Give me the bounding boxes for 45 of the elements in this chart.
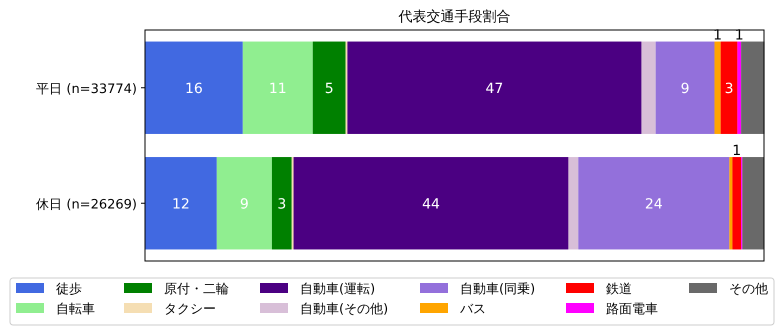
data-label: 11 — [268, 80, 287, 97]
legend-label: 自転車 — [56, 302, 95, 317]
data-label: 24 — [644, 196, 663, 212]
bar — [742, 157, 764, 250]
bar — [732, 157, 742, 250]
data-label: 44 — [422, 196, 440, 212]
bar — [347, 42, 642, 134]
legend-label: 徒歩 — [56, 282, 82, 297]
legend-label: その他 — [729, 282, 768, 297]
legend-label: 原付・二輪 — [164, 282, 229, 297]
bar — [272, 157, 292, 250]
bar — [741, 42, 765, 134]
legend-label: 自動車(その他) — [300, 302, 388, 317]
bar — [242, 42, 313, 134]
data-label: 9 — [680, 80, 690, 97]
bar — [737, 42, 742, 134]
data-label: 5 — [324, 80, 334, 97]
y-tick-label: 平日 (n=33774) — [36, 82, 137, 97]
bar — [312, 42, 346, 134]
bar — [294, 157, 568, 250]
bar — [656, 42, 714, 134]
legend-label: 路面電車 — [606, 302, 658, 317]
bar — [145, 157, 217, 250]
bar — [641, 42, 656, 134]
legend-label: タクシー — [164, 302, 216, 317]
bar — [578, 157, 730, 250]
bar — [720, 42, 738, 134]
legend-label: 自動車(運転) — [300, 282, 376, 297]
bar — [216, 157, 272, 250]
data-label: 47 — [486, 80, 504, 97]
data-label: 16 — [184, 80, 203, 97]
legend-label: 自動車(同乗) — [460, 282, 536, 297]
data-label: 3 — [724, 80, 734, 97]
data-label: 9 — [240, 196, 249, 212]
chart-title: 代表交通手段割合 — [398, 9, 510, 25]
data-label: 12 — [172, 196, 190, 212]
data-label: 3 — [277, 196, 286, 212]
data-label: 1 — [732, 143, 742, 160]
legend-label: バス — [459, 302, 486, 317]
bar — [729, 157, 732, 250]
bar — [714, 42, 721, 134]
bar — [568, 157, 578, 250]
bar — [145, 42, 243, 134]
legend-label: 鉄道 — [606, 282, 632, 297]
y-tick-label: 休日 (n=26269) — [36, 197, 137, 212]
